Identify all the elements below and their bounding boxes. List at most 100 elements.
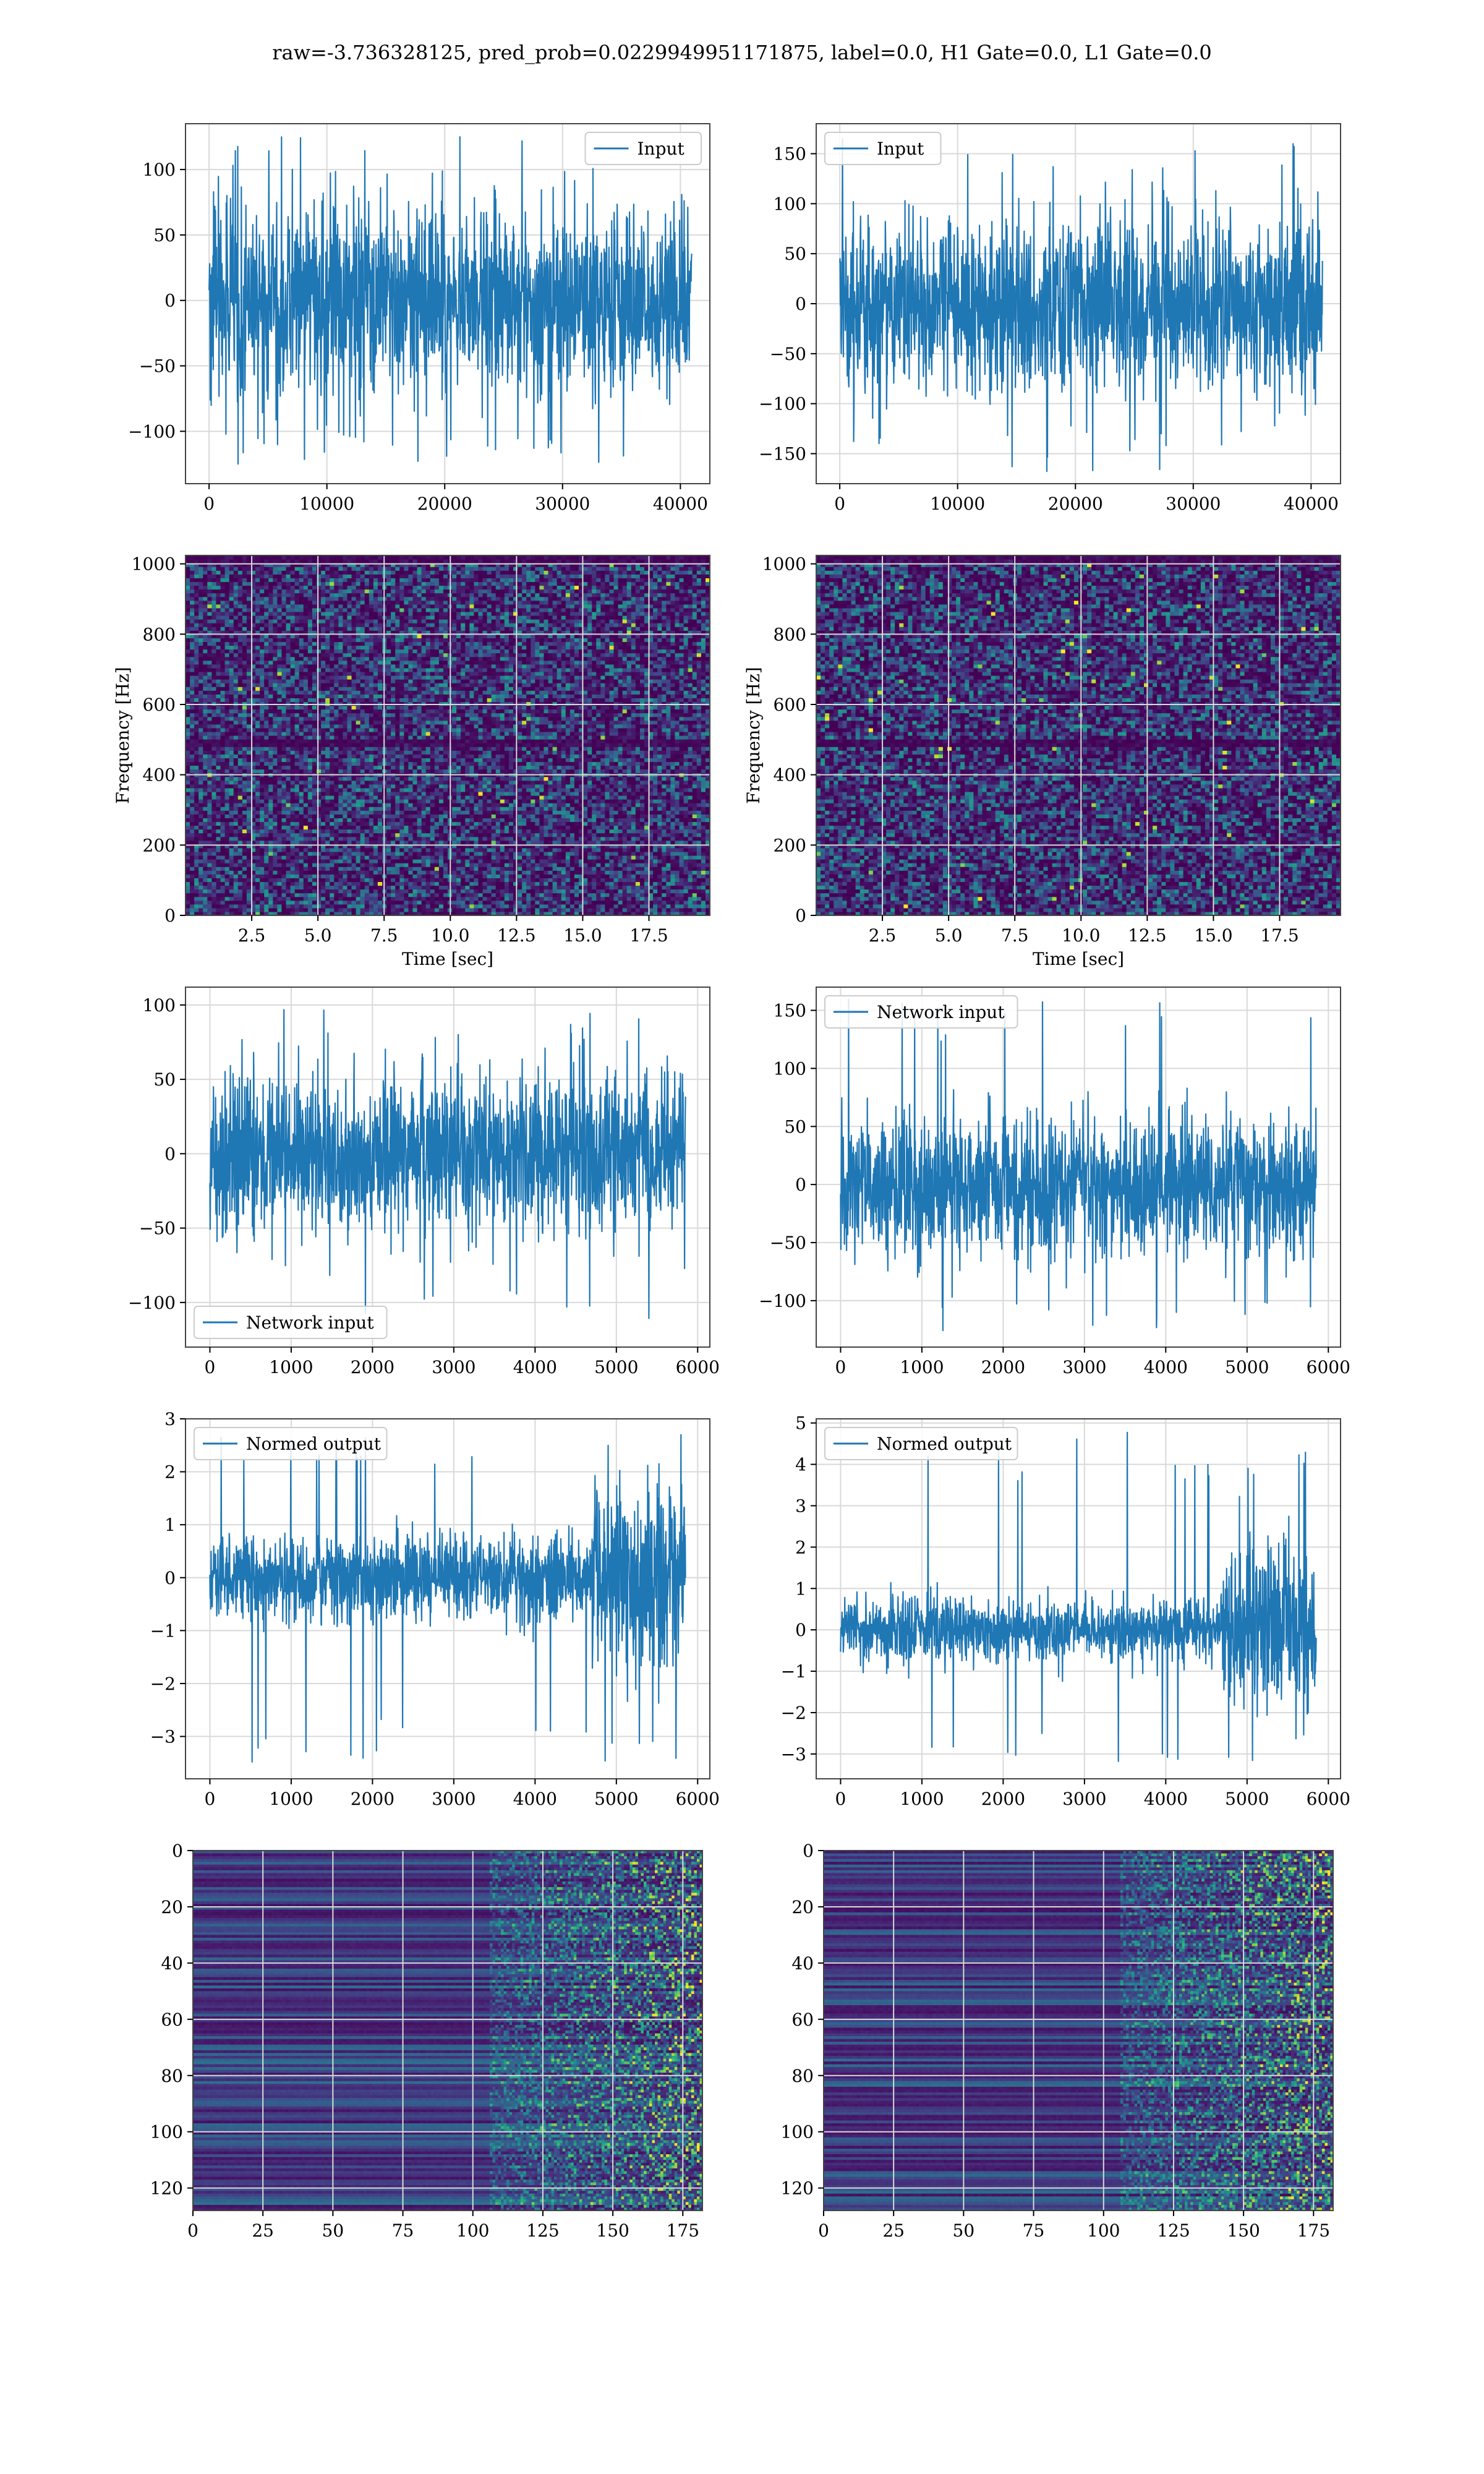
y-tick-label: 60 (791, 2010, 814, 2030)
x-tick-label: 2.5 (869, 925, 897, 946)
x-tick-label: 75 (392, 2220, 414, 2241)
legend-label: Input (877, 139, 924, 159)
x-tick-label: 4000 (1144, 1789, 1188, 1809)
y-tick-label: 5 (795, 1413, 806, 1434)
x-tick-label: 125 (1157, 2220, 1190, 2241)
y-tick-label: −100 (759, 1291, 806, 1311)
x-tick-label: 150 (1227, 2220, 1260, 2241)
legend: Network input (825, 996, 1018, 1028)
chart-normed-output-l1: 0 1000 2000 3000 4000 5000 6000−3−2−1012345Nor… (781, 1413, 1350, 1809)
x-tick-label: 100 (456, 2220, 489, 2241)
x-tick-label: 0 (834, 494, 845, 514)
y-tick-label: 2 (795, 1537, 806, 1557)
y-tick-label: 150 (774, 144, 806, 165)
x-tick-label: 10.0 (431, 925, 469, 946)
x-tick-label: 15.0 (1194, 925, 1232, 946)
y-tick-label: 400 (143, 765, 176, 785)
x-tick-label: 7.5 (370, 925, 398, 946)
y-tick-label: −100 (128, 421, 176, 442)
x-tick-label: 0 (203, 494, 215, 514)
chart-spectrogram-l1: 2.5 5.0 7.5 10.0 12.5 15.0 17.5020040060080010… (743, 554, 1341, 969)
x-tick-label: 5.0 (935, 925, 963, 946)
x-tick-label: 0 (187, 2220, 198, 2241)
y-tick-label: 150 (774, 1001, 806, 1021)
signal-line (210, 1435, 685, 1762)
x-tick-label: 1000 (900, 1789, 944, 1809)
x-tick-label: 75 (1023, 2220, 1045, 2241)
y-tick-label: 80 (161, 2066, 183, 2086)
x-tick-label: 12.5 (1128, 925, 1166, 946)
x-tick-label: 50 (953, 2220, 975, 2241)
plot-area (840, 139, 1323, 471)
x-tick-label: 0 (835, 1357, 846, 1377)
chart-network-input-l1: 0 1000 2000 3000 4000 5000 6000−100−5005010015… (759, 987, 1350, 1377)
chart-input-l1: 0 10000 20000 30000 40000−150−100−5005010015… (759, 124, 1341, 514)
legend-label: Normed output (246, 1434, 382, 1454)
x-tick-label: 100 (1087, 2220, 1120, 2241)
y-tick-label: 100 (781, 2122, 814, 2142)
x-tick-label: 30000 (1166, 494, 1221, 514)
y-tick-label: 600 (143, 695, 176, 715)
y-tick-label: −50 (139, 1218, 176, 1239)
x-tick-label: 2.5 (238, 925, 266, 946)
y-tick-label: 800 (143, 624, 176, 644)
plot-area (186, 555, 710, 916)
y-tick-label: −2 (781, 1703, 806, 1723)
legend-label: Network input (246, 1312, 374, 1333)
y-tick-label: 120 (150, 2178, 183, 2199)
plot-area (824, 1851, 1334, 2211)
x-tick-label: 125 (526, 2220, 559, 2241)
y-tick-label: 0 (795, 294, 806, 314)
y-tick-label: 0 (172, 1841, 183, 1861)
y-tick-label: 1 (164, 1515, 176, 1535)
y-tick-label: 100 (143, 995, 176, 1016)
x-tick-label: 150 (596, 2220, 629, 2241)
plot-area (840, 1432, 1316, 1761)
y-tick-label: −3 (150, 1727, 176, 1747)
x-tick-label: 2000 (351, 1357, 394, 1377)
x-tick-label: 1000 (900, 1357, 944, 1377)
x-tick-label: 3000 (1062, 1357, 1106, 1377)
x-tick-label: 2000 (981, 1357, 1025, 1377)
x-tick-label: 175 (1297, 2220, 1330, 2241)
y-tick-label: 80 (791, 2066, 814, 2086)
y-tick-label: 400 (774, 765, 806, 785)
y-tick-label: 1 (795, 1578, 806, 1599)
x-axis-label: Time [sec] (1033, 949, 1124, 969)
x-tick-label: 2000 (981, 1789, 1025, 1809)
y-tick-label: −2 (150, 1674, 176, 1694)
y-tick-label: −50 (139, 356, 176, 377)
y-tick-label: −150 (759, 444, 806, 464)
plot-area (193, 1851, 703, 2211)
legend: Normed output (825, 1427, 1018, 1460)
y-tick-label: −3 (781, 1744, 806, 1765)
chart-network-input-h1: 0 1000 2000 3000 4000 5000 6000−100−50050100Ne… (128, 987, 720, 1377)
y-tick-label: 100 (143, 160, 176, 180)
y-tick-label: −1 (781, 1661, 806, 1682)
x-tick-label: 5000 (594, 1357, 638, 1377)
y-tick-label: 0 (164, 1144, 176, 1164)
x-tick-label: 12.5 (497, 925, 535, 946)
x-tick-label: 5.0 (304, 925, 332, 946)
y-tick-label: 0 (164, 905, 176, 926)
y-tick-label: 20 (161, 1897, 183, 1917)
x-tick-label: 6000 (676, 1357, 720, 1377)
x-tick-label: 30000 (535, 494, 590, 514)
x-tick-label: 10000 (930, 494, 985, 514)
y-tick-label: 100 (150, 2122, 183, 2142)
legend-label: Normed output (877, 1434, 1012, 1454)
x-tick-label: 3000 (432, 1357, 475, 1377)
y-tick-label: 50 (784, 1116, 806, 1137)
y-tick-label: 40 (791, 1953, 814, 1974)
signal-line (210, 1010, 685, 1319)
y-tick-label: −50 (770, 1233, 806, 1253)
y-tick-label: 4 (795, 1455, 806, 1475)
x-tick-label: 4000 (1144, 1357, 1188, 1377)
feature-map-cells (824, 1851, 1334, 2211)
y-tick-label: 50 (153, 1069, 176, 1090)
x-tick-label: 6000 (1307, 1789, 1350, 1809)
y-tick-label: 3 (795, 1496, 806, 1516)
y-tick-label: −1 (150, 1620, 176, 1641)
